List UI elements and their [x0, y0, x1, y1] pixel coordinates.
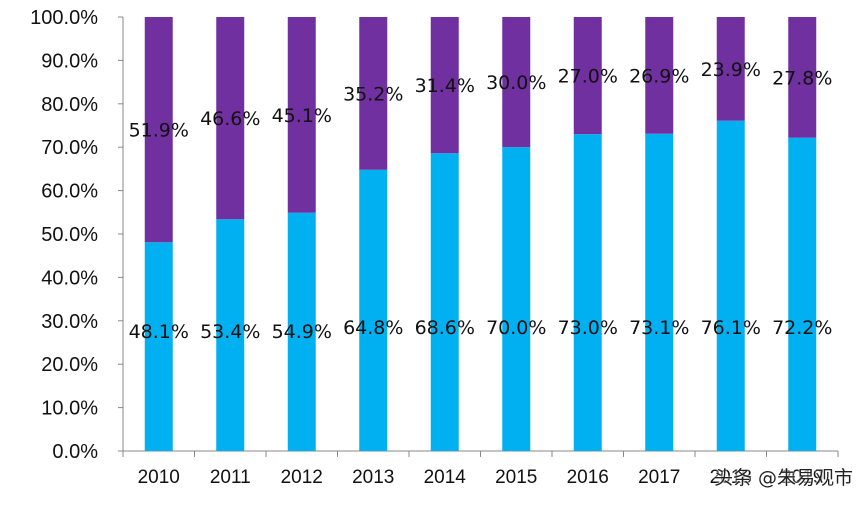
bar-segment-upper — [788, 17, 817, 138]
x-category-label: 2010 — [138, 467, 180, 488]
data-label-lower: 73.0% — [558, 317, 618, 339]
x-category-label: 2013 — [352, 467, 394, 488]
y-tick-label: 10.0% — [41, 398, 98, 420]
data-label-upper: 51.9% — [129, 120, 189, 142]
data-label-lower: 53.4% — [200, 321, 260, 343]
data-label-upper: 26.9% — [629, 65, 689, 87]
bar-segment-lower — [573, 134, 602, 451]
y-tick-label: 20.0% — [41, 354, 98, 376]
bar-segment-lower — [287, 212, 316, 451]
x-category-label: 2012 — [281, 467, 323, 488]
bar-segment-lower — [430, 153, 459, 451]
y-tick-label: 80.0% — [41, 94, 98, 116]
y-tick-label: 50.0% — [41, 224, 98, 246]
y-tick-label: 100.0% — [30, 7, 98, 29]
bar-segment-lower — [788, 137, 817, 452]
x-category-label: 2015 — [495, 467, 537, 488]
bar-segment-lower — [502, 147, 531, 451]
bar-segment-upper — [645, 17, 674, 134]
data-label-lower: 76.1% — [701, 317, 761, 339]
watermark: 头条 @朱易观市 — [713, 467, 853, 489]
data-label-upper: 27.8% — [772, 67, 832, 89]
data-label-lower: 54.9% — [272, 321, 332, 343]
y-tick-label: 60.0% — [41, 181, 98, 203]
data-label-lower: 72.2% — [772, 317, 832, 339]
bars — [144, 17, 817, 452]
x-category-label: 2017 — [638, 467, 680, 488]
data-label-lower: 73.1% — [629, 317, 689, 339]
bar-segment-upper — [502, 17, 531, 148]
bar-segment-upper — [430, 17, 459, 154]
bar-segment-upper — [359, 17, 388, 170]
axes: 0.0% 10.0% 20.0% 30.0% 40.0% 50.0% 60.0% 70.0% 8… — [30, 7, 839, 488]
bar-segment-lower — [216, 219, 245, 451]
data-label-lower: 48.1% — [129, 321, 189, 343]
x-category-label: 2011 — [210, 467, 251, 488]
bar-segment-upper — [216, 17, 245, 220]
data-label-upper: 35.2% — [343, 83, 403, 105]
bar-segment-lower — [359, 169, 388, 451]
data-label-upper: 27.0% — [558, 66, 618, 88]
data-label-upper: 30.0% — [486, 72, 546, 94]
x-category-label: 2016 — [567, 467, 609, 488]
y-tick-label: 30.0% — [41, 311, 98, 333]
x-category-label: 2018 — [710, 467, 752, 488]
bar-segment-lower — [716, 120, 745, 451]
bar-segment-upper — [144, 17, 173, 243]
y-tick-label: 90.0% — [41, 50, 98, 72]
y-tick-label: 40.0% — [41, 267, 98, 289]
data-label-lower: 70.0% — [486, 317, 546, 339]
bar-segment-lower — [144, 242, 173, 451]
data-label-lower: 64.8% — [343, 317, 403, 339]
data-label-upper: 45.1% — [272, 105, 332, 127]
x-category-label: 2014 — [424, 467, 467, 488]
bar-segment-upper — [287, 17, 316, 213]
y-tick-label: 0.0% — [52, 441, 98, 463]
data-labels: 48.1% 51.9% 53.4% 46.6% 54.9% 45.1% 64.8% 35.2%… — [129, 59, 833, 343]
data-label-upper: 23.9% — [701, 59, 761, 81]
y-tick-label: 70.0% — [41, 137, 98, 159]
data-label-upper: 46.6% — [200, 108, 260, 130]
bar-segment-lower — [645, 133, 674, 451]
data-label-upper: 31.4% — [415, 75, 475, 97]
bar-segment-upper — [716, 17, 745, 121]
data-label-lower: 68.6% — [415, 317, 475, 339]
x-category-label: 2019 — [781, 467, 823, 488]
bar-segment-upper — [573, 17, 602, 135]
